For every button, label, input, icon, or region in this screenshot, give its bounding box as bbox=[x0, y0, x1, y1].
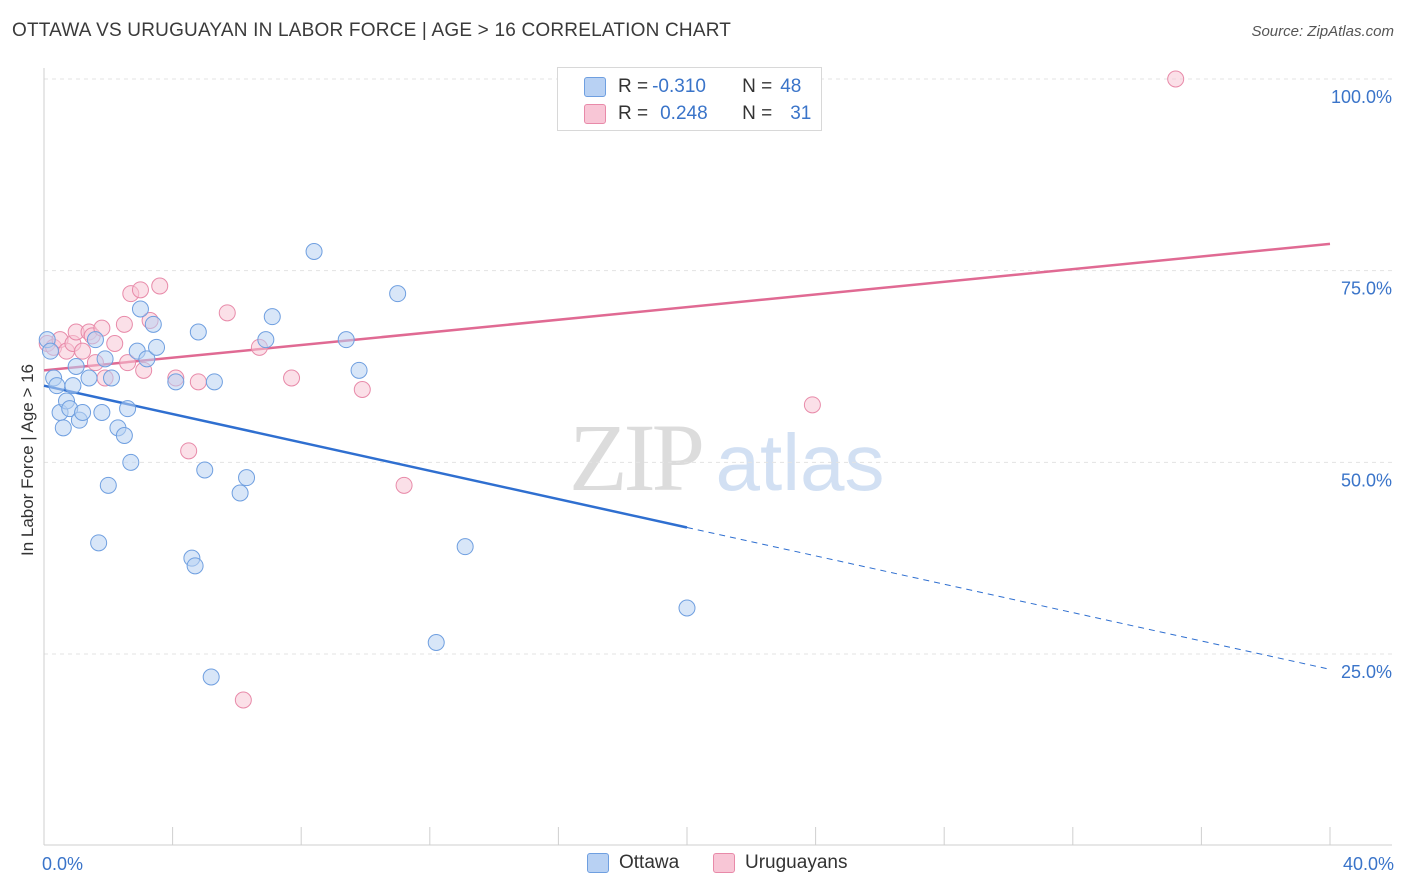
y-tick-label: 100.0% bbox=[1331, 87, 1392, 107]
uruguayans-point bbox=[151, 277, 169, 295]
bottom-legend-uruguayans: Uruguayans bbox=[713, 852, 847, 874]
uruguayans-point bbox=[353, 381, 371, 398]
ottawa-point bbox=[115, 427, 133, 444]
uruguayans-point bbox=[106, 335, 124, 352]
legend-r-value: -0.310 bbox=[652, 76, 706, 97]
legend-r-value: 0.248 bbox=[660, 103, 708, 124]
ottawa-point bbox=[196, 461, 214, 479]
uruguayans-point bbox=[115, 315, 133, 333]
ottawa-point bbox=[678, 599, 696, 617]
ottawa-point bbox=[54, 419, 72, 437]
x-tick-label: 40.0% bbox=[1343, 854, 1394, 874]
bottom-legend-label-uruguayans: Uruguayans bbox=[745, 852, 848, 873]
ottawa-point bbox=[90, 534, 108, 552]
ottawa-point bbox=[205, 373, 223, 391]
ottawa-trendline bbox=[43, 384, 688, 529]
legend-row-ottawa: R = -0.310 N = 48 bbox=[584, 75, 801, 99]
legend: R = -0.310 N = 48 R = 0.248 N = 31 bbox=[557, 67, 822, 131]
y-tick-label: 75.0% bbox=[1341, 279, 1392, 299]
bottom-legend-swatch-ottawa bbox=[587, 853, 609, 873]
legend-swatch-ottawa bbox=[584, 77, 606, 97]
ottawa-point bbox=[189, 323, 207, 341]
ottawa-point bbox=[148, 338, 166, 356]
legend-r-label: R = bbox=[618, 103, 649, 124]
ottawa-point bbox=[202, 668, 220, 686]
ottawa-point bbox=[186, 557, 204, 575]
uruguayans-trendline bbox=[43, 242, 1331, 372]
ottawa-point bbox=[99, 476, 117, 494]
chart-title: OTTAWA VS URUGUAYAN IN LABOR FORCE | AGE… bbox=[12, 20, 732, 41]
uruguayans-point bbox=[119, 354, 137, 372]
watermark: ZIP atlas bbox=[569, 404, 884, 511]
uruguayans-point bbox=[131, 281, 149, 299]
legend-r-label: R = bbox=[618, 76, 649, 97]
ottawa-trendline-extension bbox=[686, 527, 1331, 670]
ottawa-point bbox=[305, 243, 323, 260]
ottawa-point bbox=[257, 331, 275, 349]
legend-n-label: N = bbox=[742, 103, 773, 124]
axes bbox=[43, 68, 1392, 846]
uruguayans-point bbox=[189, 373, 207, 391]
ottawa-point bbox=[74, 404, 92, 421]
uruguayans-point bbox=[218, 304, 236, 322]
uruguayans-point bbox=[74, 342, 92, 360]
ottawa-point bbox=[231, 484, 249, 502]
y-axis-label: In Labor Force | Age > 16 bbox=[18, 363, 37, 557]
legend-swatch-uruguayans bbox=[584, 104, 606, 124]
x-tick-label: 0.0% bbox=[42, 854, 83, 874]
ottawa-point bbox=[389, 285, 407, 303]
ottawa-point bbox=[48, 377, 66, 395]
ottawa-point bbox=[86, 331, 104, 349]
ottawa-point bbox=[64, 377, 82, 395]
uruguayans-point bbox=[234, 691, 252, 709]
ottawa-point bbox=[337, 331, 355, 349]
ottawa-point bbox=[238, 469, 256, 487]
ottawa-point bbox=[131, 300, 149, 318]
ottawa-point bbox=[350, 361, 368, 379]
ottawa-point bbox=[80, 369, 98, 387]
ottawa-point bbox=[456, 538, 474, 556]
watermark-zip: ZIP bbox=[569, 404, 702, 511]
y-tick-label: 25.0% bbox=[1341, 662, 1392, 682]
ottawa-point bbox=[144, 315, 162, 333]
uruguayans-point bbox=[283, 369, 301, 387]
ottawa-point bbox=[41, 342, 59, 360]
data-points bbox=[38, 70, 1185, 709]
uruguayans-point bbox=[803, 396, 821, 414]
source-label: Source: ZipAtlas.com bbox=[1251, 23, 1394, 40]
uruguayans-point bbox=[395, 476, 413, 494]
grid bbox=[44, 78, 1392, 655]
bottom-legend: Ottawa Uruguayans bbox=[0, 852, 1406, 878]
bottom-legend-ottawa: Ottawa bbox=[587, 852, 679, 874]
y-tick-label: 50.0% bbox=[1341, 470, 1392, 490]
ottawa-point bbox=[67, 358, 85, 375]
legend-row-uruguayans: R = 0.248 N = 31 bbox=[584, 102, 811, 126]
bottom-legend-swatch-uruguayans bbox=[713, 853, 735, 873]
uruguayans-point bbox=[1167, 70, 1185, 88]
ottawa-point bbox=[119, 400, 137, 418]
legend-n-value: 31 bbox=[790, 103, 812, 124]
tick-labels: 25.0% 50.0% 75.0% 100.0% 0.0% 40.0% bbox=[42, 87, 1394, 874]
ottawa-point bbox=[93, 404, 111, 421]
legend-n-label: N = bbox=[742, 76, 773, 97]
ottawa-point bbox=[167, 373, 185, 391]
ottawa-point bbox=[138, 350, 156, 368]
uruguayans-point bbox=[180, 442, 198, 460]
legend-n-value: 48 bbox=[780, 76, 802, 97]
ottawa-point bbox=[103, 369, 121, 387]
ottawa-point bbox=[96, 350, 114, 368]
ottawa-point bbox=[122, 453, 140, 471]
ottawa-point bbox=[427, 634, 445, 651]
bottom-legend-label-ottawa: Ottawa bbox=[619, 852, 680, 873]
ottawa-point bbox=[263, 308, 281, 326]
